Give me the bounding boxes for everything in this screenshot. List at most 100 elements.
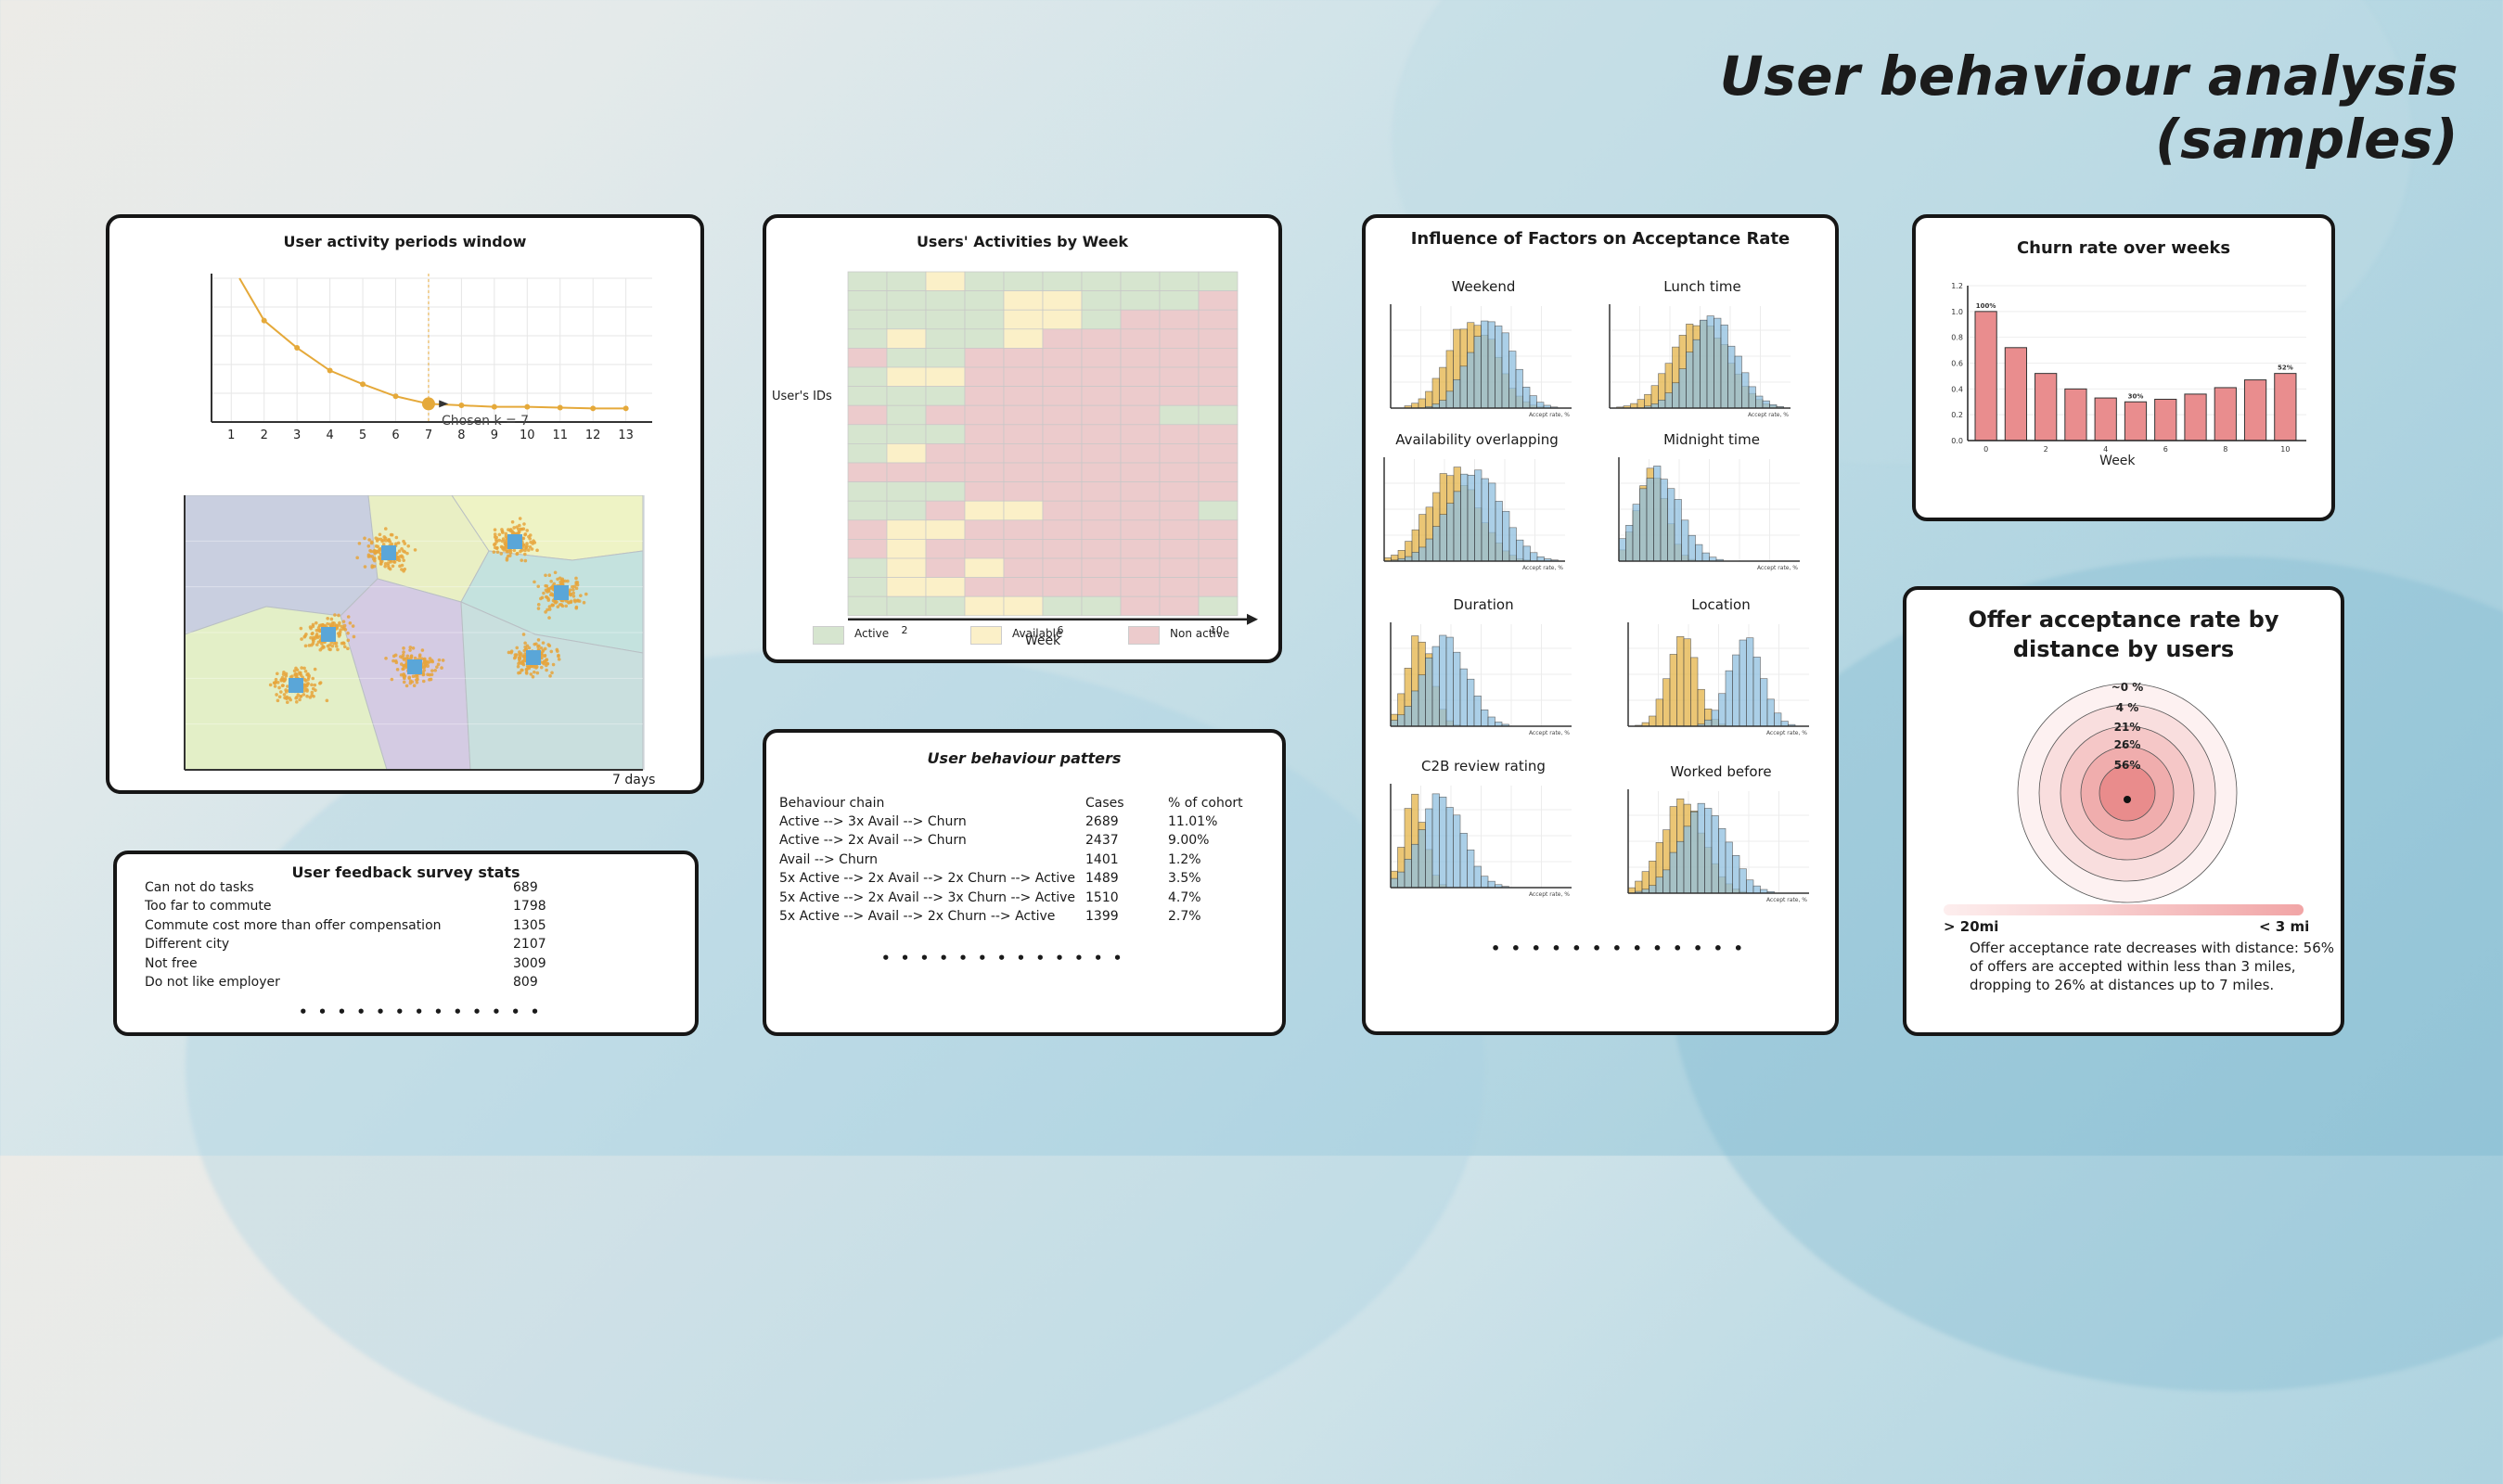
cluster-point <box>307 673 311 678</box>
cluster-point <box>303 670 308 673</box>
activity-cell <box>1159 595 1200 617</box>
cluster-point <box>376 537 380 542</box>
cluster-point <box>283 696 287 700</box>
cluster-point <box>582 600 586 605</box>
factor-bar <box>1706 315 1714 409</box>
patterns-cell: 1399 <box>1085 909 1119 924</box>
cluster-point <box>495 550 500 554</box>
cluster-point <box>556 649 559 653</box>
patterns-cell: 11.01% <box>1168 814 1218 829</box>
cluster-point <box>545 658 549 662</box>
factor-bar <box>1411 690 1419 727</box>
factor-bar <box>1522 387 1531 409</box>
patterns-cell: 9.00% <box>1168 833 1210 849</box>
cluster-point <box>337 613 340 618</box>
activity-cell <box>1198 539 1239 559</box>
distance-title-line2: distance by users <box>2012 636 2235 662</box>
activity-window-title: User activity periods window <box>283 233 527 250</box>
activity-cell <box>1042 462 1083 482</box>
factor-bar <box>1473 696 1482 727</box>
activity-cell <box>1159 348 1200 368</box>
cluster-point <box>535 548 539 553</box>
elbow-point <box>261 317 267 324</box>
factor-bar <box>1718 693 1726 727</box>
distance-center-dot <box>2124 796 2131 803</box>
factor-bar <box>1459 833 1468 889</box>
cluster-point <box>311 676 315 681</box>
cluster-point <box>378 532 382 537</box>
activity-cell <box>964 443 1005 464</box>
cluster-point <box>549 579 553 583</box>
activity-cell <box>1003 290 1044 311</box>
cluster-point <box>306 677 310 682</box>
cluster-point <box>346 631 350 635</box>
activity-cell <box>925 500 966 521</box>
churn-chart: 0.0 0.2 0.4 0.6 0.8 1.0 1.2 100% 0 2 4 30% 6 8 52% 10 We… <box>1951 282 2306 467</box>
churn-bar <box>2184 393 2207 441</box>
cluster-point <box>504 531 508 536</box>
patterns-cell: 2689 <box>1085 814 1119 829</box>
activity-cell <box>1159 539 1200 559</box>
cluster-point <box>363 536 366 541</box>
factor-bar <box>1481 320 1489 409</box>
cluster-point <box>336 647 340 652</box>
cluster-point <box>518 523 521 528</box>
cluster-region <box>460 601 644 771</box>
churn-y-tick: 0.2 <box>1951 411 1963 419</box>
cluster-point <box>523 641 527 646</box>
patterns-header: % of cohort <box>1168 796 1243 811</box>
churn-bar <box>2124 401 2148 441</box>
cluster-point <box>574 576 578 581</box>
cluster-point <box>495 545 499 550</box>
cluster-point <box>401 667 404 672</box>
cluster-point <box>547 573 552 578</box>
elbow-point <box>421 397 435 411</box>
churn-x-tick: 0 <box>1983 445 1988 454</box>
activity-cell <box>886 462 927 482</box>
activity-cell <box>1081 366 1122 387</box>
cluster-point <box>400 568 404 571</box>
cluster-point <box>545 668 548 672</box>
activity-cell <box>1198 500 1239 521</box>
factor-bar <box>1439 400 1447 409</box>
cluster-point <box>556 605 560 609</box>
factor-bar <box>1431 377 1440 409</box>
activity-cell <box>1120 271 1161 291</box>
elbow-point <box>491 403 497 410</box>
activity-cell <box>964 328 1005 349</box>
activity-cell <box>1081 309 1122 330</box>
cluster-point <box>306 682 310 685</box>
factors-ellipsis: • • • • • • • • • • • • • <box>1491 940 1746 957</box>
cluster-point <box>274 677 278 682</box>
cluster-point <box>517 661 520 666</box>
activity-cell <box>1120 519 1161 540</box>
cluster-point <box>327 622 332 626</box>
factor-bar <box>1445 390 1454 409</box>
cluster-point <box>310 643 314 647</box>
factor-bar <box>1690 811 1699 894</box>
activity-cell <box>1042 443 1083 464</box>
cluster-point <box>533 670 536 674</box>
patterns-cell: 5x Active --> Avail --> 2x Churn --> Act… <box>779 909 1056 924</box>
activity-cell <box>1003 309 1044 330</box>
cluster-point <box>404 662 408 667</box>
cluster-point <box>566 579 570 583</box>
weekly-x-tick: 2 <box>902 624 908 636</box>
factor-bar <box>1653 466 1662 562</box>
factor-bar <box>1431 793 1440 889</box>
survey-row-label: Can not do tasks <box>145 880 254 895</box>
cluster-point <box>536 607 541 610</box>
cluster-point <box>299 626 303 631</box>
distance-panel: Offer acceptance rate by distance by use… <box>1903 586 2344 1036</box>
churn-y-tick: 0.8 <box>1951 334 1963 342</box>
activity-cell <box>1081 271 1122 291</box>
weekly-x-tick: 10 <box>1210 624 1223 636</box>
cluster-point <box>379 562 383 566</box>
cluster-point <box>346 638 351 643</box>
churn-xlabel: Week <box>2099 454 2136 467</box>
factor-bar <box>1662 869 1671 894</box>
activity-cell <box>1120 539 1161 559</box>
elbow-x-tick: 8 <box>457 429 465 442</box>
patterns-cell: 2437 <box>1085 833 1119 849</box>
activity-cell <box>925 519 966 540</box>
